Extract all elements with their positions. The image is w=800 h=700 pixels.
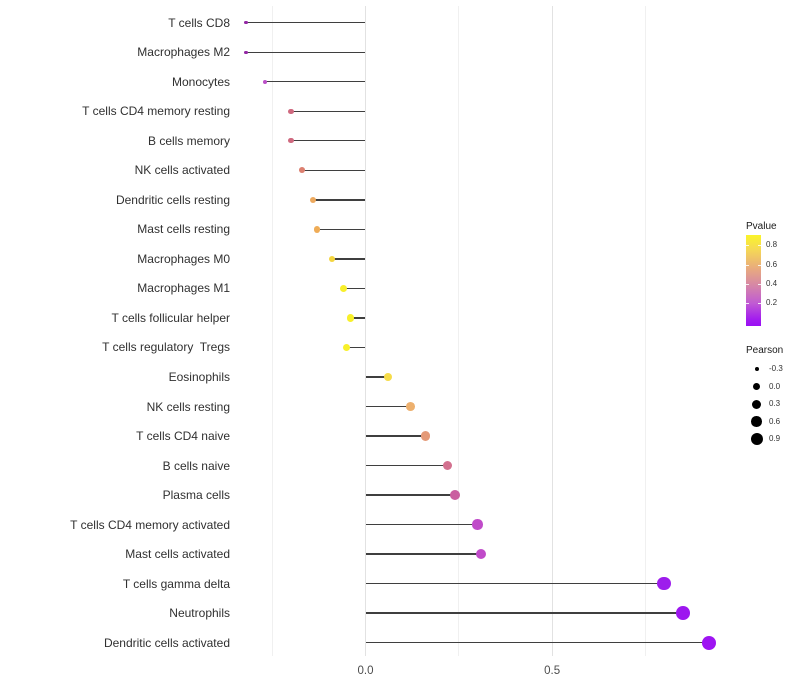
lollipop-dot xyxy=(339,284,347,292)
pearson-legend-dot xyxy=(754,367,759,371)
colorbar-tick xyxy=(746,283,749,285)
pearson-legend-dot xyxy=(752,382,761,391)
lollipop-segment xyxy=(316,228,366,231)
gridline-major xyxy=(365,6,366,656)
lollipop-dot xyxy=(262,79,267,84)
lollipop-dot xyxy=(675,606,690,621)
row-label: Plasma cells xyxy=(162,488,230,503)
lollipop-segment xyxy=(290,110,366,112)
pearson-legend-label: 0.0 xyxy=(769,381,781,391)
pearson-legend-label: 0.6 xyxy=(769,416,781,426)
lollipop-segment xyxy=(302,169,366,171)
row-label: T cells CD4 naive xyxy=(136,429,230,444)
colorbar-tick xyxy=(758,245,761,247)
lollipop-dot xyxy=(405,402,415,411)
row-label: T cells gamma delta xyxy=(122,576,230,591)
row-label: T cells CD8 xyxy=(168,15,230,30)
lollipop-dot xyxy=(288,138,294,144)
lollipop-dot xyxy=(657,576,671,591)
lollipop-segment xyxy=(346,346,366,349)
lollipop-segment xyxy=(264,81,366,83)
colorbar-tick xyxy=(758,283,761,285)
x-tick-label: 0.0 xyxy=(357,665,374,677)
row-label: NK cells resting xyxy=(146,399,230,414)
row-label: T cells follicular helper xyxy=(111,310,231,325)
lollipop-dot xyxy=(244,50,248,54)
lollipop-segment xyxy=(365,582,665,585)
row-label: Mast cells resting xyxy=(137,222,230,237)
pearson-legend-dot xyxy=(751,416,762,427)
x-tick-label: 0.5 xyxy=(544,665,561,677)
lollipop-segment xyxy=(365,435,426,437)
colorbar-tick xyxy=(746,302,749,304)
lollipop-dot xyxy=(310,196,317,203)
gridline-minor xyxy=(271,6,273,656)
pvalue-colorbar xyxy=(746,235,761,326)
gridline-minor xyxy=(644,6,646,656)
colorbar-tick xyxy=(758,302,761,304)
lollipop-segment xyxy=(365,405,411,408)
lollipop-dot xyxy=(383,372,393,382)
row-label: Macrophages M2 xyxy=(137,45,230,60)
lollipop-dot xyxy=(343,343,351,352)
lollipop-dot xyxy=(328,255,336,263)
row-label: T cells CD4 memory activated xyxy=(70,517,230,532)
pearson-legend-dot xyxy=(752,399,761,409)
lollipop-dot xyxy=(450,490,460,500)
lollipop-segment xyxy=(365,523,478,526)
lollipop-segment xyxy=(365,612,683,614)
colorbar-tick xyxy=(746,264,749,266)
pearson-legend-dot xyxy=(750,433,763,445)
row-label: Mast cells activated xyxy=(125,547,230,562)
pvalue-legend-title: Pvalue xyxy=(746,221,777,232)
lollipop-segment xyxy=(365,642,709,644)
row-label: B cells naive xyxy=(162,458,230,473)
lollipop-segment xyxy=(313,199,366,201)
lollipop-dot xyxy=(313,226,321,233)
row-label: Neutrophils xyxy=(169,606,230,621)
row-label: Dendritic cells resting xyxy=(115,192,230,207)
row-label: Eosinophils xyxy=(168,369,230,384)
lollipop-dot xyxy=(420,431,430,441)
colorbar-tick xyxy=(746,245,749,247)
row-label: Macrophages M1 xyxy=(137,281,230,296)
pearson-legend-label: 0.9 xyxy=(769,434,781,443)
colorbar-tick-label: 0.6 xyxy=(766,259,778,269)
row-label: B cells memory xyxy=(147,133,230,148)
gridline-major xyxy=(551,6,553,656)
pearson-legend-title: Pearson xyxy=(746,345,784,356)
row-label: Macrophages M0 xyxy=(137,251,230,266)
row-label: Dendritic cells activated xyxy=(103,635,230,650)
lollipop-segment xyxy=(365,494,456,496)
colorbar-tick-label: 0.2 xyxy=(766,297,778,307)
colorbar-tick xyxy=(758,264,761,266)
gridline-minor xyxy=(458,6,460,656)
row-label: Monocytes xyxy=(171,74,230,89)
lollipop-segment xyxy=(365,376,388,378)
pearson-legend-label: -0.3 xyxy=(769,364,783,373)
row-label: T cells CD4 memory resting xyxy=(82,104,230,119)
lollipop-segment xyxy=(343,287,366,290)
lollipop-dot xyxy=(701,635,717,650)
lollipop-segment xyxy=(365,553,482,555)
lollipop-segment xyxy=(246,51,366,53)
colorbar-tick-label: 0.8 xyxy=(766,240,778,250)
lollipop-segment xyxy=(331,258,366,260)
colorbar-tick-label: 0.4 xyxy=(766,278,778,288)
lollipop-dot xyxy=(299,167,305,174)
lollipop-segment xyxy=(246,22,366,24)
lollipop-dot xyxy=(244,21,248,25)
lollipop-dot xyxy=(442,460,453,471)
lollipop-segment xyxy=(365,464,448,467)
row-label: NK cells activated xyxy=(134,163,230,178)
row-label: T cells regulatory Tregs xyxy=(102,340,230,355)
lollipop-segment xyxy=(290,140,366,142)
lollipop-dot xyxy=(476,548,487,560)
lollipop-dot xyxy=(472,519,483,530)
lollipop-dot xyxy=(346,314,355,322)
pearson-legend-label: 0.3 xyxy=(769,399,781,408)
lollipop-segment xyxy=(350,317,366,319)
lollipop-dot xyxy=(288,108,294,114)
